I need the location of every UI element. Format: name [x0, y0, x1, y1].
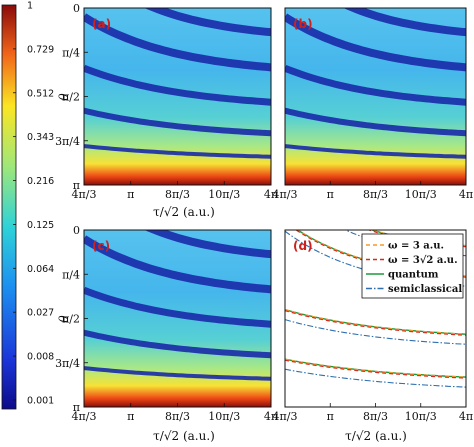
x-tick-label: 4π/3	[72, 410, 97, 423]
heatmap-minimum-band	[84, 366, 271, 381]
panels: (a) (b) (c) (d) ω = 3 a.u. ω = 3√2 a.u. quantu…	[55, 2, 473, 443]
heatmap-minimum-band	[84, 64, 271, 106]
x-tick-label: 8π/3	[165, 410, 190, 423]
y-tick-label: π	[73, 401, 80, 414]
colorbar-tick-label: 0.008	[27, 352, 54, 363]
x-tick-label: 4π/3	[273, 410, 298, 423]
panel-label: (a)	[92, 17, 111, 31]
heatmap-minimum-band	[84, 286, 271, 328]
x-tick-label: 4π/3	[72, 188, 97, 201]
semiclassical-curve	[285, 319, 466, 345]
x-tick-label: π	[327, 188, 334, 201]
colorbar-bar	[1, 4, 17, 410]
colorbar: 1 0.729 0.512 0.343 0.216 0.125 0.064 0.027 0.00…	[1, 1, 54, 410]
x-tick-label: 4π	[459, 410, 473, 423]
heatmap-panel	[285, 8, 466, 185]
colorbar-tick-label: 0.216	[27, 176, 54, 187]
x-tick-label: π	[127, 410, 134, 423]
heatmap-minimum-band	[84, 235, 271, 294]
heatmap-minimum-band	[84, 329, 271, 359]
panel-label: (c)	[92, 239, 110, 253]
colorbar-tick-label: 0.343	[27, 132, 54, 143]
x-tick-label: 4π	[264, 188, 278, 201]
legend-box	[361, 233, 464, 299]
colorbar-tick-label: 0.064	[27, 264, 54, 275]
x-tick-label: 4π	[459, 188, 473, 201]
x-tick-label: 10π/3	[208, 410, 240, 423]
panel-label: (d)	[293, 239, 313, 253]
omega3sqrt2-curve	[285, 359, 466, 379]
colorbar-tick-label: 1	[27, 1, 33, 12]
y-axis-label: θ	[57, 93, 71, 101]
colorbar-tick-label: 0.125	[27, 220, 54, 231]
x-tick-label: 10π/3	[405, 188, 437, 201]
legend: ω = 3 a.u. ω = 3√2 a.u. quantum semiclassic…	[361, 233, 464, 299]
omega3-curve	[285, 358, 466, 378]
legend-entry: quantum	[388, 270, 439, 281]
panel-label: (b)	[293, 17, 313, 31]
y-tick-label: 3π/4	[55, 357, 80, 370]
heatmap-minimum-band	[285, 144, 466, 159]
omega3sqrt2-curve	[285, 310, 466, 336]
heatmap-minimum-band	[84, 13, 271, 72]
x-tick-label: 4π/3	[273, 188, 298, 201]
heatmap-minimum-band	[144, 8, 271, 37]
legend-entry: semiclassical	[388, 284, 462, 295]
x-tick-label: π	[327, 410, 334, 423]
colorbar-tick-label: 0.001	[27, 395, 54, 406]
x-axis-label: τ/√2 (a.u.)	[153, 429, 215, 443]
y-tick-label: π/2	[62, 91, 80, 104]
x-tick-label: π	[127, 188, 134, 201]
y-tick-label: 0	[73, 224, 80, 237]
x-tick-label: 10π/3	[405, 410, 437, 423]
semiclassical-curve	[285, 368, 466, 388]
x-tick-label: 8π/3	[165, 188, 190, 201]
y-axis-label: θ	[57, 315, 71, 323]
colorbar-tick-label: 0.512	[27, 88, 54, 99]
heatmap-minimum-band	[285, 13, 466, 72]
heatmap-minimum-band	[144, 230, 271, 259]
colorbar-tick-label: 0.729	[27, 44, 54, 55]
x-tick-label: 10π/3	[208, 188, 240, 201]
heatmap-panel	[84, 8, 271, 185]
heatmap-minimum-band	[285, 64, 466, 106]
y-tick-label: 0	[73, 2, 80, 15]
y-tick-label: 3π/4	[55, 135, 80, 148]
y-tick-label: π/4	[62, 268, 80, 281]
x-axis-label: τ/√2 (a.u.)	[153, 205, 215, 219]
legend-entry: ω = 3 a.u.	[388, 241, 444, 252]
heatmap-minimum-band	[84, 144, 271, 159]
heatmap-minimum-band	[343, 8, 466, 37]
y-tick-label: π/2	[62, 313, 80, 326]
y-tick-label: π	[73, 179, 80, 192]
x-tick-label: 8π/3	[363, 188, 388, 201]
omega3-curve	[285, 309, 466, 335]
x-axis-label: τ/√2 (a.u.)	[345, 429, 407, 443]
legend-entry: ω = 3√2 a.u.	[388, 254, 458, 266]
heatmap-minimum-band	[285, 107, 466, 137]
colorbar-tick-label: 0.027	[27, 308, 54, 319]
y-tick-label: π/4	[62, 46, 80, 59]
x-tick-label: 8π/3	[363, 410, 388, 423]
x-tick-label: 4π	[264, 410, 278, 423]
heatmap-minimum-band	[84, 107, 271, 137]
heatmap-panel	[84, 230, 271, 407]
